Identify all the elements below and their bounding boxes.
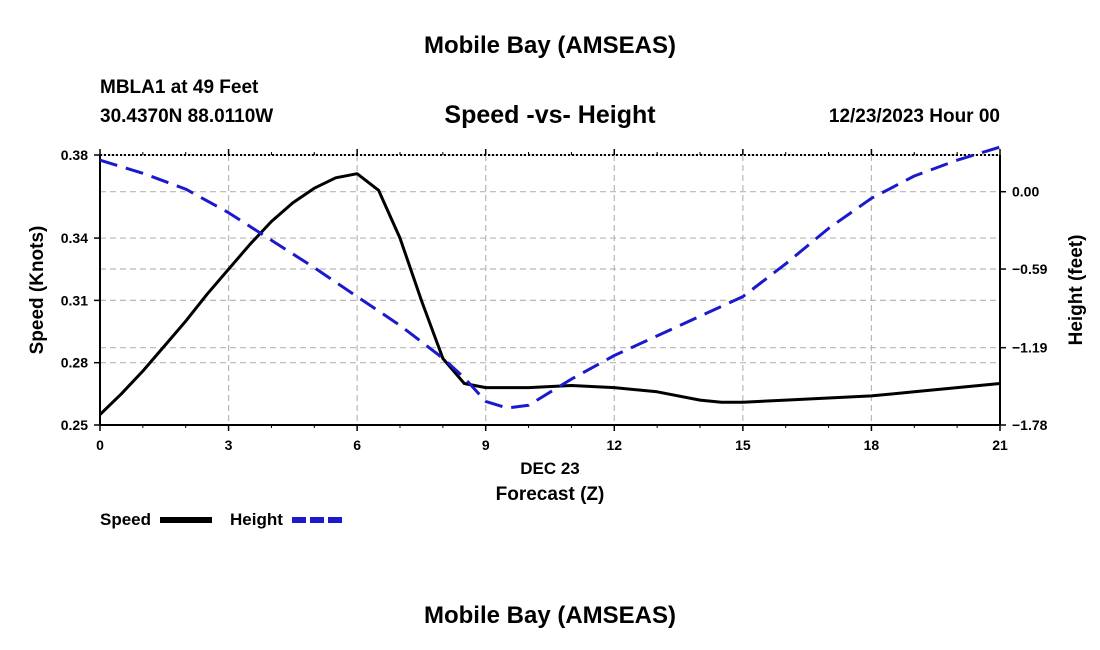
y-left-tick-label: 0.34: [61, 230, 88, 246]
y-right-tick-label: 0.00: [1012, 184, 1039, 200]
y-left-axis-title: Speed (Knots): [27, 226, 48, 355]
y-right-tick-label: −0.59: [1012, 261, 1048, 277]
y-right-tick-label: −1.78: [1012, 417, 1048, 433]
legend-height-label: Height: [230, 510, 283, 529]
bottom-title: Mobile Bay (AMSEAS): [423, 602, 677, 629]
speed-series-line: [98, 172, 1001, 416]
x-tick-label: 9: [482, 437, 490, 453]
y-right-axis-title: Height (feet): [1066, 235, 1087, 346]
x-tick-label: 6: [353, 437, 361, 453]
x-tick-label: 0: [96, 437, 104, 453]
x-tick-label: 15: [735, 437, 751, 453]
y-left-tick-label: 0.28: [61, 355, 88, 371]
y-left-tick-label: 0.25: [61, 417, 88, 433]
x-tick-label: 12: [606, 437, 622, 453]
x-axis-title: Forecast (Z): [496, 484, 605, 505]
legend-speed-label: Speed: [100, 510, 152, 529]
height-series-line: [99, 145, 1001, 410]
legend-speed-swatch: [160, 517, 212, 523]
x-tick-label: 3: [225, 437, 233, 453]
x-tick-label: 21: [992, 437, 1008, 453]
x-axis-sublabel: DEC 23: [520, 459, 580, 478]
chart-title: Speed -vs- Height: [444, 101, 656, 129]
station-label: MBLA1 at 49 Feet: [100, 77, 259, 98]
top-title: Mobile Bay (AMSEAS): [423, 32, 677, 59]
y-left-tick-label: 0.31: [61, 292, 88, 308]
legend-height-swatch: [292, 517, 342, 523]
y-right-tick-label: −1.19: [1012, 340, 1048, 356]
x-tick-label: 18: [864, 437, 880, 453]
forecast-datetime: 12/23/2023 Hour 00: [828, 106, 1000, 127]
coordinates-label: 30.4370N 88.0110W: [100, 106, 274, 127]
y-left-tick-label: 0.38: [61, 147, 88, 163]
